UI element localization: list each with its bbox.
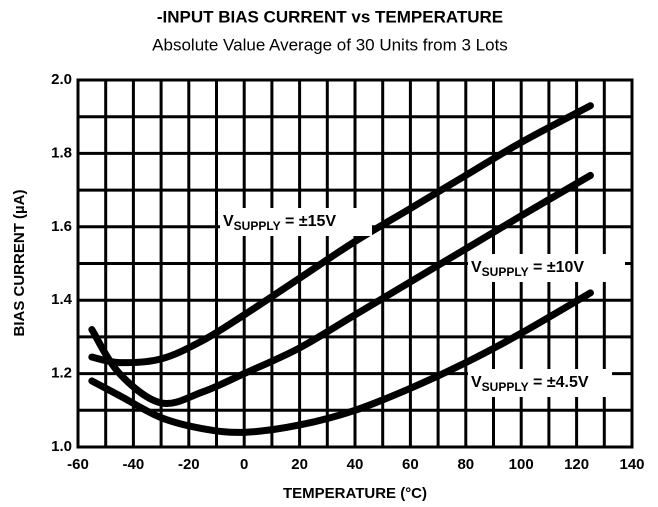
label-background: [468, 254, 625, 282]
x-tick-label: 120: [564, 456, 589, 473]
series-label-main: V: [223, 213, 234, 230]
series-label-rest: = ±10V: [529, 259, 585, 276]
label-background: [220, 208, 372, 236]
series-label: VSUPPLY = ±10V: [471, 259, 584, 279]
series-label: VSUPPLY = ±15V: [223, 213, 336, 233]
y-tick-label: 1.6: [51, 218, 72, 235]
x-tick-label: 20: [291, 456, 308, 473]
y-tick-label: 1.2: [51, 365, 72, 382]
chart-subtitle: Absolute Value Average of 30 Units from …: [152, 35, 508, 54]
plot-frame: [76, 78, 634, 449]
series-label-sub: SUPPLY: [482, 380, 529, 394]
x-tick-label: 80: [457, 456, 474, 473]
label-background: [468, 369, 612, 397]
series-label-sub: SUPPLY: [234, 219, 281, 233]
series-line: [88, 102, 594, 367]
series-label: VSUPPLY = ±4.5V: [471, 374, 589, 394]
series-label-main: V: [471, 374, 482, 391]
series-label-rest: = ±4.5V: [529, 374, 589, 391]
x-tick-label: 140: [619, 456, 644, 473]
series-line: [88, 289, 594, 436]
y-tick-label: 1.0: [51, 438, 72, 455]
y-tick-label: 1.4: [51, 291, 73, 308]
x-tick-label: 40: [347, 456, 364, 473]
series-label-sub: SUPPLY: [482, 265, 529, 279]
x-tick-label: -60: [67, 456, 89, 473]
x-tick-label: 60: [402, 456, 419, 473]
x-tick-label: 100: [509, 456, 534, 473]
series-line: [88, 171, 594, 408]
x-axis-label: TEMPERATURE (°C): [283, 485, 427, 502]
series-label-main: V: [471, 259, 482, 276]
y-tick-label: 2.0: [51, 71, 72, 88]
x-tick-label: 0: [240, 456, 248, 473]
series-label-rest: = ±15V: [281, 213, 337, 230]
x-tick-label: -40: [123, 456, 145, 473]
chart-title: -INPUT BIAS CURRENT vs TEMPERATURE: [157, 7, 503, 26]
y-axis-label: BIAS CURRENT (µA): [11, 190, 28, 337]
y-tick-label: 1.8: [51, 144, 72, 161]
x-tick-label: -20: [178, 456, 200, 473]
